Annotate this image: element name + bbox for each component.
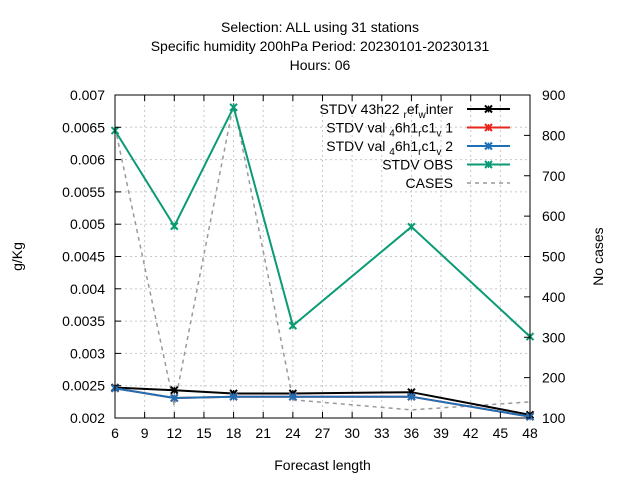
chart-title: Selection: ALL using 31 stations Specific… [151, 19, 490, 73]
y-tick-label: 0.007 [70, 87, 105, 103]
x-tick-label: 45 [493, 425, 509, 441]
y-tick-label: 0.006 [70, 152, 105, 168]
axes: 6 9 12 15 18 21 24 27 30 33 36 39 42 45 48 0.002 0.0025 0… [62, 87, 565, 441]
title-line: Specific humidity 200hPa Period: 2023010… [151, 38, 490, 54]
x-tick-label: 21 [255, 425, 271, 441]
x-tick-label: 30 [344, 425, 360, 441]
y2-tick-label: 600 [542, 208, 566, 224]
x-tick-label: 39 [433, 425, 449, 441]
title-line: Hours: 06 [290, 57, 351, 73]
series-4 [114, 102, 531, 411]
legend-label: STDV val 46h1rc1v 1 [326, 120, 453, 140]
x-tick-label: 9 [141, 425, 149, 441]
x-tick-label: 15 [196, 425, 212, 441]
y-tick-label: 0.0065 [62, 119, 105, 135]
y2-axis-label: No cases [590, 227, 606, 285]
x-tick-label: 33 [374, 425, 390, 441]
series-line [114, 387, 531, 418]
series-line [114, 102, 531, 411]
y2-tick-label: 900 [542, 87, 566, 103]
y2-tick-label: 700 [542, 168, 566, 184]
x-tick-label: 12 [166, 425, 182, 441]
x-tick-label: 27 [315, 425, 331, 441]
y-tick-label: 0.0035 [62, 313, 105, 329]
legend-label: STDV val 46h1rc1v 2 [326, 138, 453, 158]
x-tick-label: 36 [404, 425, 420, 441]
y2-tick-label: 400 [542, 289, 566, 305]
y2-tick-label: 500 [542, 249, 566, 265]
y2-tick-label: 200 [542, 370, 566, 386]
y-tick-label: 0.0045 [62, 249, 105, 265]
y2-tick-label: 100 [542, 410, 566, 426]
y-tick-label: 0.0055 [62, 184, 105, 200]
y-tick-label: 0.003 [70, 345, 105, 361]
y2-tick-label: 800 [542, 127, 566, 143]
x-tick-label: 24 [285, 425, 301, 441]
y2-tick-label: 300 [542, 329, 566, 345]
x-axis-label: Forecast length [274, 457, 371, 473]
series-line [114, 386, 531, 416]
plot-area [110, 102, 535, 421]
y-tick-label: 0.005 [70, 216, 105, 232]
x-tick-label: 6 [111, 425, 119, 441]
y-tick-label: 0.002 [70, 410, 105, 426]
x-tick-label: 48 [522, 425, 538, 441]
legend-label: STDV OBS [382, 157, 453, 173]
legend-label: STDV 43h22 refwinter [319, 101, 453, 121]
series-line [114, 104, 531, 338]
y-tick-label: 0.004 [70, 281, 105, 297]
legend-label: CASES [406, 175, 453, 191]
y-tick-label: 0.0025 [62, 378, 105, 394]
x-tick-label: 42 [463, 425, 479, 441]
grid [115, 95, 530, 418]
title-line: Selection: ALL using 31 stations [221, 19, 419, 35]
x-tick-label: 18 [226, 425, 242, 441]
y-axis-label: g/Kg [9, 242, 25, 271]
